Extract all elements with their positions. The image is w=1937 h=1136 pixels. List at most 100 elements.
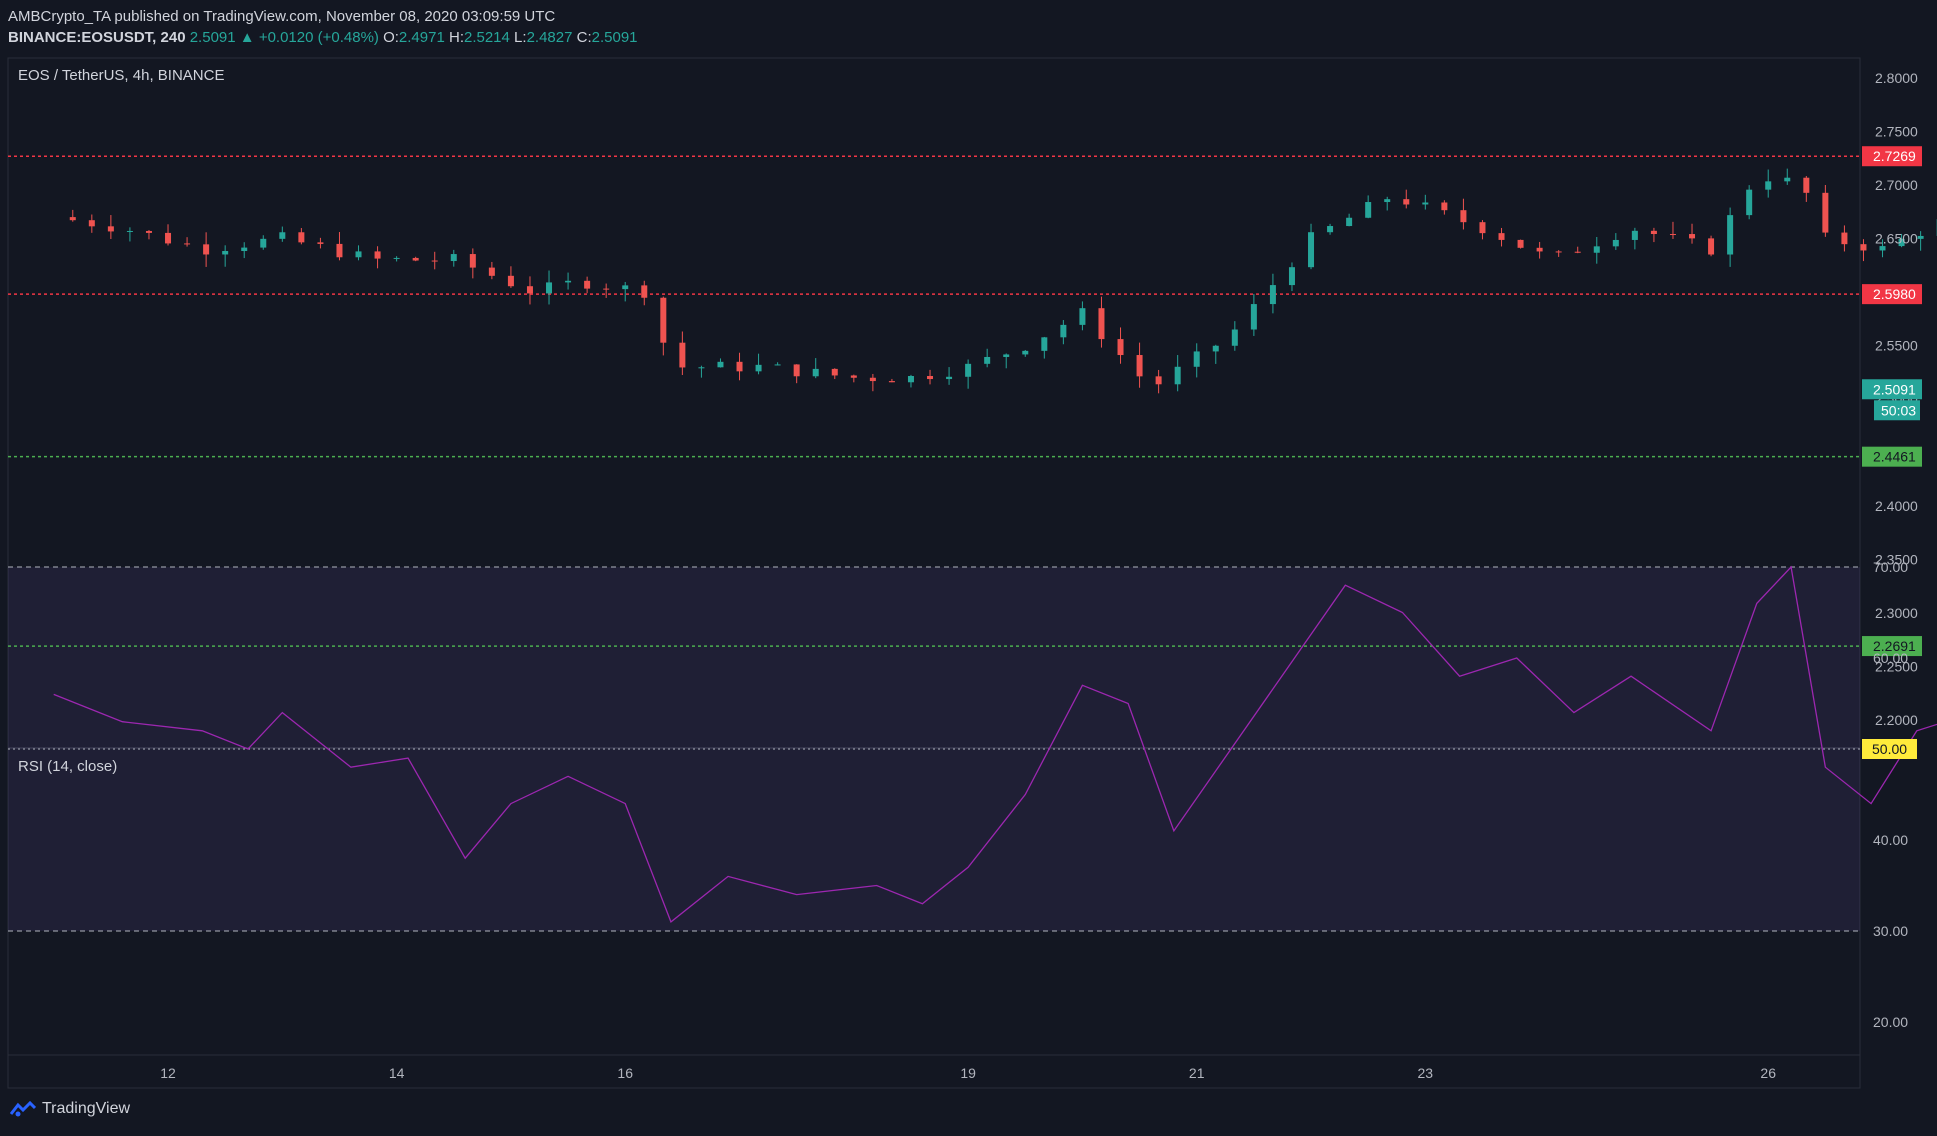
rsi-line — [53, 565, 1937, 923]
candle-body — [1193, 351, 1200, 367]
low-label: L: — [514, 29, 527, 46]
candle-body — [126, 230, 133, 232]
candle-body — [203, 244, 210, 255]
candle-body — [279, 232, 286, 239]
candle-body — [507, 275, 514, 287]
candle-body — [1765, 181, 1772, 190]
candle-body — [1136, 355, 1143, 377]
last-price-tag — [1862, 379, 1922, 400]
candle-body — [145, 230, 152, 233]
candle-body — [927, 376, 934, 380]
candle-body — [1079, 308, 1086, 325]
candle-body — [1250, 304, 1257, 330]
candle-body — [1650, 230, 1657, 235]
candle-body — [1574, 251, 1581, 253]
candle-body — [488, 267, 495, 276]
candle-body — [355, 251, 362, 258]
rsi-midline-tag — [1862, 739, 1917, 759]
level-tag-3 — [1862, 636, 1922, 657]
candle-body — [1003, 354, 1010, 357]
high-value: 2.5214 — [463, 29, 510, 46]
publish-line: AMBCrypto_TA published on TradingView.co… — [8, 8, 556, 25]
candle-body — [1708, 238, 1715, 255]
candle-body — [1841, 232, 1848, 245]
candle-body — [1308, 232, 1315, 268]
level-tag-1 — [1862, 284, 1922, 305]
rsi-midline-tag-label: 50.00 — [1872, 741, 1907, 757]
candle-body — [336, 243, 343, 258]
price-tick-label: 2.3000 — [1875, 605, 1918, 621]
candle-body — [1517, 239, 1524, 248]
candle-body — [450, 254, 457, 262]
candle-body — [1327, 226, 1334, 233]
candle-body — [469, 254, 476, 268]
close-value: 2.5091 — [591, 29, 638, 46]
candle-body — [69, 217, 76, 221]
countdown-label: 50:03 — [1881, 402, 1916, 418]
candle-body — [1041, 337, 1048, 351]
price-tick-label: 2.7500 — [1875, 124, 1918, 140]
candle-body — [1803, 177, 1810, 193]
candle-body — [1384, 199, 1391, 203]
candle-body — [1917, 235, 1924, 239]
candle-body — [1879, 246, 1886, 251]
time-tick-label: 16 — [617, 1065, 633, 1081]
candle-body — [1022, 350, 1029, 355]
candle-body — [1288, 267, 1295, 286]
candle-body — [1746, 189, 1753, 216]
candle-body — [717, 361, 724, 368]
candle-body — [793, 364, 800, 377]
tradingview-footer[interactable]: TradingView — [10, 1100, 130, 1118]
candle-body — [526, 286, 533, 294]
price-tick-label: 2.2000 — [1875, 712, 1918, 728]
candle-body — [393, 257, 400, 259]
candle-body — [1212, 345, 1219, 352]
candle-body — [622, 285, 629, 290]
candle-body — [1365, 202, 1372, 218]
candle-body — [1555, 251, 1562, 253]
time-tick-label: 23 — [1418, 1065, 1434, 1081]
candle-body — [755, 364, 762, 372]
candle-body — [107, 226, 114, 232]
candle-body — [1784, 177, 1791, 182]
ohlc-line: BINANCE:EOSUSDT, 240 2.5091 ▲ +0.0120 (+… — [8, 27, 638, 48]
candle-body — [641, 285, 648, 298]
price-tick-label: 2.3500 — [1875, 552, 1918, 568]
price-tick-label: 2.5500 — [1875, 338, 1918, 354]
candle-body — [1422, 202, 1429, 205]
candle-body — [565, 280, 572, 283]
candle-body — [831, 368, 838, 376]
time-tick-label: 14 — [389, 1065, 405, 1081]
candle-body — [1612, 239, 1619, 247]
rsi-tick-label: 60.00 — [1873, 650, 1908, 666]
candle-body — [260, 238, 267, 248]
last-price-tag-label: 2.5091 — [1873, 381, 1916, 397]
price-tick-label: 2.6500 — [1875, 231, 1918, 247]
level-tag-label-3: 2.2691 — [1873, 638, 1916, 654]
candle-body — [1536, 247, 1543, 252]
level-tag-2 — [1862, 446, 1922, 467]
high-label: H: — [448, 29, 464, 46]
rsi-tick-label: 20.00 — [1873, 1014, 1908, 1030]
candle-body — [374, 251, 381, 259]
candle-body — [1231, 329, 1238, 346]
open-label: O: — [383, 29, 399, 46]
rsi-tick-label: 70.00 — [1873, 559, 1908, 575]
level-tag-0 — [1862, 146, 1922, 167]
candle-body — [1498, 233, 1505, 240]
candle-body — [1822, 192, 1829, 233]
candle-body — [222, 251, 229, 255]
candle-body — [1669, 234, 1676, 236]
candle-body — [603, 288, 610, 290]
candle-body — [869, 377, 876, 382]
close-label: C: — [576, 29, 592, 46]
price-tick-label: 2.7000 — [1875, 177, 1918, 193]
candle-body — [298, 232, 305, 243]
candle-body — [317, 242, 324, 244]
candle-body — [850, 375, 857, 378]
candle-body — [907, 376, 914, 383]
candle-body — [1727, 215, 1734, 255]
candle-body — [412, 257, 419, 261]
candle-body — [965, 363, 972, 377]
